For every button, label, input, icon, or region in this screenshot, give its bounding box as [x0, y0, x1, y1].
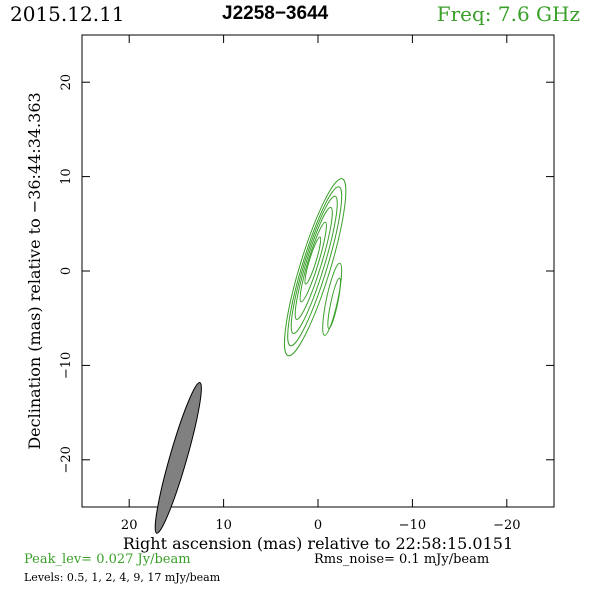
x-axis-title: Right ascension (mas) relative to 22:58:… — [123, 534, 513, 553]
contour-extension — [327, 277, 341, 330]
rms-noise: Rms_noise= 0.1 mJy/beam — [314, 552, 490, 567]
contour-extension — [322, 262, 343, 336]
plot-frame — [81, 34, 555, 508]
source-name: J2258−3644 — [222, 3, 329, 24]
contour-level — [304, 236, 322, 285]
contour-level — [284, 178, 347, 357]
beam-group — [154, 382, 202, 534]
x-tick-label: 10 — [215, 518, 232, 533]
contour-level — [287, 186, 343, 347]
x-tick-label: −20 — [493, 518, 520, 533]
contour-level — [299, 221, 327, 303]
beam-ellipse — [154, 382, 202, 534]
x-tick-label: −10 — [399, 518, 426, 533]
y-tick-label: −10 — [59, 352, 74, 379]
contour-level — [294, 206, 333, 320]
y-tick-label: 10 — [59, 168, 74, 185]
contour-level — [290, 195, 338, 335]
y-tick-label: −20 — [59, 446, 74, 473]
x-axis: 20 10 0 −10 −20 — [121, 35, 521, 533]
contour-levels: Levels: 0.5, 1, 2, 4, 9, 17 mJy/beam — [24, 571, 221, 584]
y-axis-title: Declination (mas) relative to −36:44:34.… — [25, 92, 44, 449]
x-tick-label: 0 — [314, 518, 322, 533]
contour-group — [284, 178, 347, 357]
peak-level: Peak_lev= 0.027 Jy/beam — [24, 552, 191, 567]
x-tick-label: 20 — [121, 518, 138, 533]
y-axis: −20 −10 0 10 20 — [59, 74, 554, 474]
y-tick-label: 20 — [59, 74, 74, 91]
frequency-label: Freq: 7.6 GHz — [436, 2, 580, 26]
observation-date: 2015.12.11 — [10, 2, 125, 26]
y-tick-label: 0 — [59, 267, 74, 275]
